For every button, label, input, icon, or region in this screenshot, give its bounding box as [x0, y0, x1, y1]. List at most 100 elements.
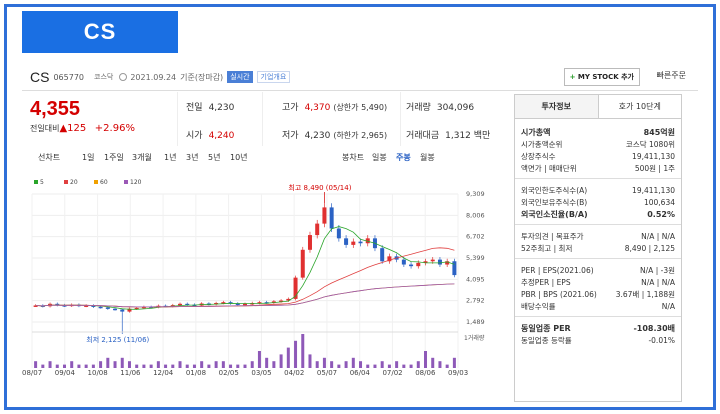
- volume-bar: [452, 357, 456, 368]
- info-label: 추정PER | EPS: [521, 278, 571, 287]
- info-row: PER | EPS(2021.06) N/A | -3원: [521, 265, 675, 276]
- low-price: 저가 4,230 (하한가 2,965): [282, 128, 387, 141]
- stock-panel: CS 065770 코스닥 2021.09.24 기준(장마감) 실시간 기업개…: [22, 60, 698, 406]
- candle: [409, 264, 414, 267]
- tab-1week[interactable]: 1주일: [104, 153, 124, 162]
- info-row: 상장주식수 19,411,130: [521, 151, 675, 162]
- tab-3years[interactable]: 3년: [186, 153, 199, 162]
- x-tick-label: 08/06: [415, 369, 436, 377]
- info-row: 투자의견 | 목표주가 N/A | N/A: [521, 231, 675, 242]
- change-value: 125: [67, 123, 87, 134]
- info-label: 동일업종 등락률: [521, 336, 572, 345]
- prev-label: 전일: [186, 103, 203, 113]
- volume-bar: [185, 364, 189, 368]
- tab-orderbook[interactable]: 호가 10단계: [618, 102, 661, 111]
- tab-candle-chart[interactable]: 봉차트: [342, 153, 365, 162]
- page-title-text: CS: [83, 19, 117, 44]
- info-row: 52주최고 | 최저 8,490 | 2,125: [521, 243, 675, 254]
- candle: [322, 207, 327, 224]
- candle: [55, 303, 60, 306]
- plus-icon: +: [569, 73, 578, 81]
- mystock-add-button[interactable]: + MY STOCK 추가: [563, 68, 640, 86]
- legend-swatch: [124, 180, 128, 184]
- volume-bar: [424, 351, 428, 368]
- info-divider: [515, 258, 681, 259]
- x-tick-label: 07/02: [382, 369, 403, 377]
- volume-bar: [41, 364, 45, 368]
- candle: [235, 303, 240, 305]
- candle: [445, 261, 450, 265]
- volume-bar: [106, 357, 110, 368]
- volume-bar: [127, 361, 131, 368]
- x-tick-label: 01/08: [185, 369, 207, 377]
- info-row: 동일업종 등락률 -0.01%: [521, 335, 675, 346]
- volume-bar: [221, 361, 225, 368]
- volume-bar: [229, 364, 233, 368]
- change-pct: +2.96%: [94, 123, 135, 134]
- candle: [315, 223, 320, 236]
- tab-1year[interactable]: 1년: [164, 153, 177, 162]
- volume-bar: [366, 364, 370, 368]
- volume-value: 304,096: [436, 103, 475, 113]
- volume-bar: [272, 361, 276, 368]
- info-value: -0.01%: [648, 336, 675, 345]
- legend-swatch: [34, 180, 38, 184]
- moving-average-line: [35, 283, 455, 308]
- info-label: PBR | BPS (2021.06): [521, 290, 597, 299]
- candle: [105, 307, 110, 309]
- open-value: 4,240: [208, 131, 235, 141]
- x-tick-label: 04/02: [284, 369, 305, 377]
- high-value: 4,370: [304, 103, 331, 113]
- candle: [286, 298, 291, 301]
- candle: [120, 309, 125, 312]
- info-value: 500원 | 1주: [634, 164, 675, 173]
- info-row: PBR | BPS (2021.06) 3.67배 | 1,188원: [521, 289, 675, 300]
- tab-investment-info[interactable]: 투자정보: [515, 95, 599, 118]
- tab-line-chart[interactable]: 선차트: [38, 153, 61, 162]
- volume-bar: [373, 364, 377, 368]
- tab-5years[interactable]: 5년: [208, 153, 221, 162]
- prev-close: 전일 4,230: [186, 100, 234, 113]
- candle: [113, 308, 118, 311]
- change-label: 전일대비: [30, 124, 60, 133]
- info-label: 52주최고 | 최저: [521, 244, 573, 253]
- candle: [91, 305, 96, 307]
- candle: [437, 259, 442, 265]
- info-label: 상장주식수: [521, 152, 556, 161]
- candle: [243, 303, 247, 306]
- prev-value: 4,230: [208, 103, 235, 113]
- y-tick-label: 1,489: [466, 318, 485, 326]
- volume-bar: [322, 357, 326, 368]
- volume-bar: [192, 364, 196, 368]
- volume-bar: [344, 361, 348, 368]
- info-value: 19,411,130: [632, 152, 675, 161]
- price-change: 전일대비▲125 +2.96%: [30, 123, 180, 134]
- info-divider: [515, 178, 681, 179]
- tab-daily[interactable]: 일봉: [372, 153, 387, 162]
- candle: [401, 259, 406, 265]
- volume-bar: [55, 364, 59, 368]
- legend-label: 20: [70, 179, 78, 186]
- upper-limit: (상한가 5,490): [333, 103, 388, 112]
- tab-monthly[interactable]: 월봉: [420, 153, 435, 162]
- company-info-button[interactable]: 기업개요: [256, 71, 291, 83]
- info-tabs: 투자정보 호가 10단계: [515, 95, 681, 119]
- volume-bar: [243, 364, 247, 368]
- candle: [430, 259, 435, 262]
- candle: [307, 235, 312, 250]
- info-value: N/A | N/A: [641, 232, 675, 241]
- investment-info-panel: 투자정보 호가 10단계 시가총액 845억원 시가총액순위 코스닥 1080위 상…: [514, 94, 682, 402]
- tab-1day[interactable]: 1일: [82, 153, 95, 162]
- info-row: 외국인소진율(B/A) 0.52%: [521, 209, 675, 220]
- realtime-button[interactable]: 실시간: [227, 71, 253, 83]
- tab-10years[interactable]: 10년: [230, 153, 248, 162]
- info-value: 0.52%: [647, 210, 675, 219]
- info-row: 시가총액 845억원: [521, 127, 675, 138]
- moving-average-line: [35, 226, 455, 310]
- quick-order-button[interactable]: 빠른주문: [656, 71, 686, 80]
- y-tick-label: 9,309: [466, 190, 485, 198]
- x-tick-label: 05/07: [316, 369, 338, 377]
- tab-3months[interactable]: 3개월: [132, 153, 152, 162]
- info-value: 100,634: [643, 198, 675, 207]
- tab-weekly[interactable]: 주봉: [396, 153, 411, 162]
